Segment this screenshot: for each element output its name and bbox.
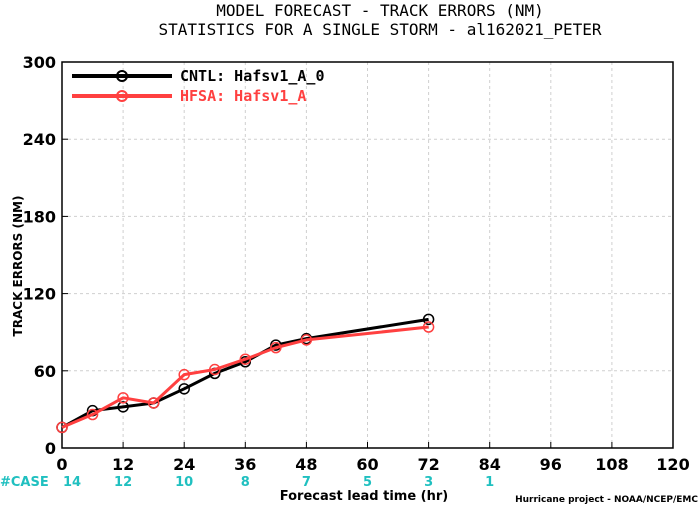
series-line-0	[61, 317, 429, 429]
x-tick-label: 0	[56, 455, 67, 474]
y-tick-label: 180	[23, 207, 56, 226]
y-tick-label: 60	[34, 362, 56, 381]
axes: 0 12 24 36 48 60 72 84 96 108 120 0 60 120 180 240 300	[23, 53, 690, 474]
case-count: 8	[241, 475, 250, 490]
case-counts: #CASE 14 12 10 8 7 5 3 1	[0, 475, 494, 490]
x-axis-label: Forecast lead time (hr)	[280, 489, 448, 504]
footer-credit: Hurricane project - NOAA/NCEP/EMC	[515, 495, 698, 505]
data-point-1	[117, 392, 129, 404]
x-tick-label: 60	[356, 455, 378, 474]
legend-label-hfsa: HFSA: Hafsv1_A	[180, 87, 306, 105]
x-tick-label: 120	[656, 455, 689, 474]
case-count: 5	[363, 475, 372, 490]
x-tick-label: 96	[540, 455, 562, 474]
series-layer	[56, 313, 435, 434]
x-tick-label: 72	[417, 455, 439, 474]
legend-marker-cntl	[116, 70, 128, 82]
data-point-0	[117, 401, 129, 413]
data-point-1	[56, 421, 68, 434]
chart-title: MODEL FORECAST - TRACK ERRORS (NM)	[216, 1, 544, 20]
y-tick-label: 0	[45, 439, 56, 458]
case-count: 7	[302, 475, 311, 490]
case-count: 1	[485, 475, 494, 490]
chart-subtitle: STATISTICS FOR A SINGLE STORM - al162021…	[158, 20, 601, 39]
case-count: 10	[175, 475, 193, 490]
case-label: #CASE	[0, 475, 49, 490]
series-line-1	[61, 325, 429, 429]
x-tick-label: 48	[295, 455, 317, 474]
case-count: 14	[63, 475, 81, 490]
legend-label-cntl: CNTL: Hafsv1_A_0	[180, 67, 325, 85]
y-tick-label: 240	[23, 130, 56, 149]
case-count: 3	[424, 475, 433, 490]
legend-marker-hfsa	[116, 90, 128, 102]
data-point-1	[270, 341, 282, 354]
data-point-0	[178, 383, 190, 395]
case-count: 12	[114, 475, 132, 490]
x-tick-label: 108	[595, 455, 628, 474]
x-tick-label: 12	[112, 455, 134, 474]
data-point-0	[422, 313, 435, 326]
grid-lines	[62, 62, 673, 448]
data-point-1	[239, 353, 252, 365]
data-point-1	[300, 334, 313, 346]
x-tick-label: 36	[234, 455, 256, 474]
data-point-1	[86, 408, 99, 421]
legend: CNTL: Hafsv1_A_0 HFSA: Hafsv1_A	[72, 67, 325, 105]
data-point-1	[178, 368, 190, 381]
x-tick-label: 24	[173, 455, 195, 474]
y-tick-label: 300	[23, 53, 56, 72]
data-point-1	[147, 397, 160, 409]
data-point-1	[209, 363, 221, 376]
y-tick-label: 120	[23, 285, 56, 304]
x-tick-label: 84	[479, 455, 501, 474]
data-point-1	[422, 321, 435, 333]
y-axis-label: TRACK ERRORS (NM)	[11, 196, 25, 337]
